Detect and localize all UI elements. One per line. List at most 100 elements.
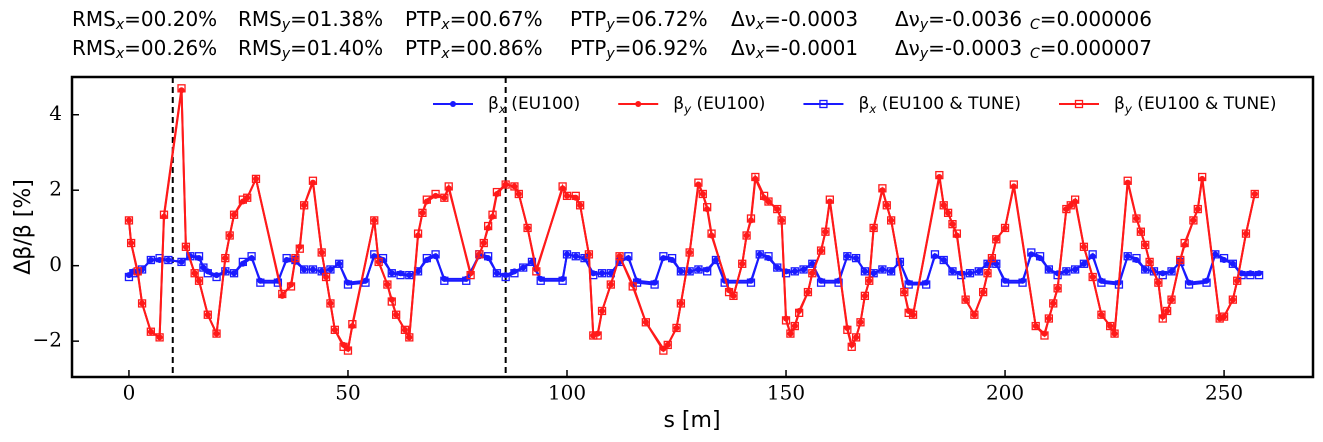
point xyxy=(247,252,256,261)
point xyxy=(387,297,396,306)
point xyxy=(887,267,896,276)
point xyxy=(1246,270,1255,280)
point xyxy=(597,306,607,316)
point xyxy=(1180,238,1189,248)
point xyxy=(383,280,392,289)
point xyxy=(1233,276,1242,285)
point xyxy=(834,278,843,287)
stat-text: Δνy=-0.0003 xyxy=(895,36,1022,63)
point xyxy=(159,210,169,219)
point xyxy=(992,235,1001,244)
point xyxy=(300,201,309,210)
point xyxy=(308,265,318,274)
point xyxy=(558,182,567,191)
point xyxy=(816,278,826,287)
point xyxy=(589,331,598,340)
point xyxy=(475,250,484,259)
point xyxy=(1097,278,1106,287)
point xyxy=(190,269,199,278)
point xyxy=(370,216,379,225)
point xyxy=(286,282,296,291)
point xyxy=(221,267,230,276)
point xyxy=(212,272,221,282)
stat-text: C=0.000006 xyxy=(1030,7,1152,34)
point xyxy=(1132,253,1141,263)
point xyxy=(387,269,396,278)
point xyxy=(821,227,830,236)
point xyxy=(851,333,861,342)
point xyxy=(1018,278,1027,287)
point xyxy=(1136,227,1145,236)
point xyxy=(181,242,191,251)
y-axis-label: Δβ/β [%] xyxy=(11,179,36,275)
point xyxy=(978,287,988,297)
point xyxy=(335,259,344,268)
point xyxy=(974,267,983,276)
point xyxy=(593,331,602,340)
point xyxy=(1123,176,1132,185)
point xyxy=(308,176,318,185)
point xyxy=(738,259,747,268)
point xyxy=(808,269,817,278)
point xyxy=(1158,314,1167,323)
stat-text: PTPx=00.86% xyxy=(405,36,543,63)
point xyxy=(562,250,572,259)
point xyxy=(203,310,212,319)
point xyxy=(199,263,208,272)
point xyxy=(751,172,760,182)
point xyxy=(1097,310,1106,319)
point xyxy=(790,321,799,331)
point xyxy=(229,210,239,219)
point xyxy=(961,295,970,304)
series-line xyxy=(127,90,1256,351)
point xyxy=(860,291,870,301)
point xyxy=(510,182,519,191)
point xyxy=(229,269,239,278)
point xyxy=(847,342,856,351)
stat-text: PTPy=06.72% xyxy=(570,7,708,34)
point xyxy=(194,276,204,285)
point xyxy=(615,252,624,261)
point xyxy=(1219,312,1229,321)
legend: βx (EU100) βy (EU100) βx (EU100 & TUNE) βy … xyxy=(433,94,1277,116)
point xyxy=(878,265,887,274)
point xyxy=(1198,172,1207,182)
x-tick-label: 250 xyxy=(1205,381,1243,405)
x-tick-label: 150 xyxy=(767,381,805,405)
point xyxy=(194,252,204,261)
point xyxy=(1241,229,1251,238)
stat-text: RMSx=00.26% xyxy=(72,36,217,63)
point xyxy=(882,201,891,210)
point xyxy=(501,272,510,282)
point xyxy=(146,255,155,265)
point xyxy=(1110,329,1119,338)
point xyxy=(396,270,405,280)
point xyxy=(462,276,471,285)
point xyxy=(330,325,339,334)
legend-marker xyxy=(635,101,642,107)
stat-text: RMSx=00.20% xyxy=(72,7,217,34)
point xyxy=(295,244,304,253)
x-axis-label: s [m] xyxy=(663,408,720,433)
x-tick-label: 50 xyxy=(335,381,360,405)
y-tick-label: 2 xyxy=(49,177,62,201)
point xyxy=(1167,267,1176,276)
point xyxy=(1049,299,1058,308)
point xyxy=(492,187,502,197)
point xyxy=(1040,331,1049,340)
point xyxy=(786,329,795,338)
y-tick-label: 4 xyxy=(49,101,62,125)
point xyxy=(225,231,234,240)
point xyxy=(326,299,335,308)
point xyxy=(939,255,948,265)
point xyxy=(878,184,887,193)
point xyxy=(343,280,353,289)
point xyxy=(694,178,703,187)
point xyxy=(348,320,357,329)
point xyxy=(405,270,414,280)
point xyxy=(865,276,874,285)
point xyxy=(440,193,449,202)
stat-text: Δνy=-0.0036 xyxy=(895,7,1022,34)
plot-area xyxy=(124,77,1264,377)
point xyxy=(1193,204,1202,214)
